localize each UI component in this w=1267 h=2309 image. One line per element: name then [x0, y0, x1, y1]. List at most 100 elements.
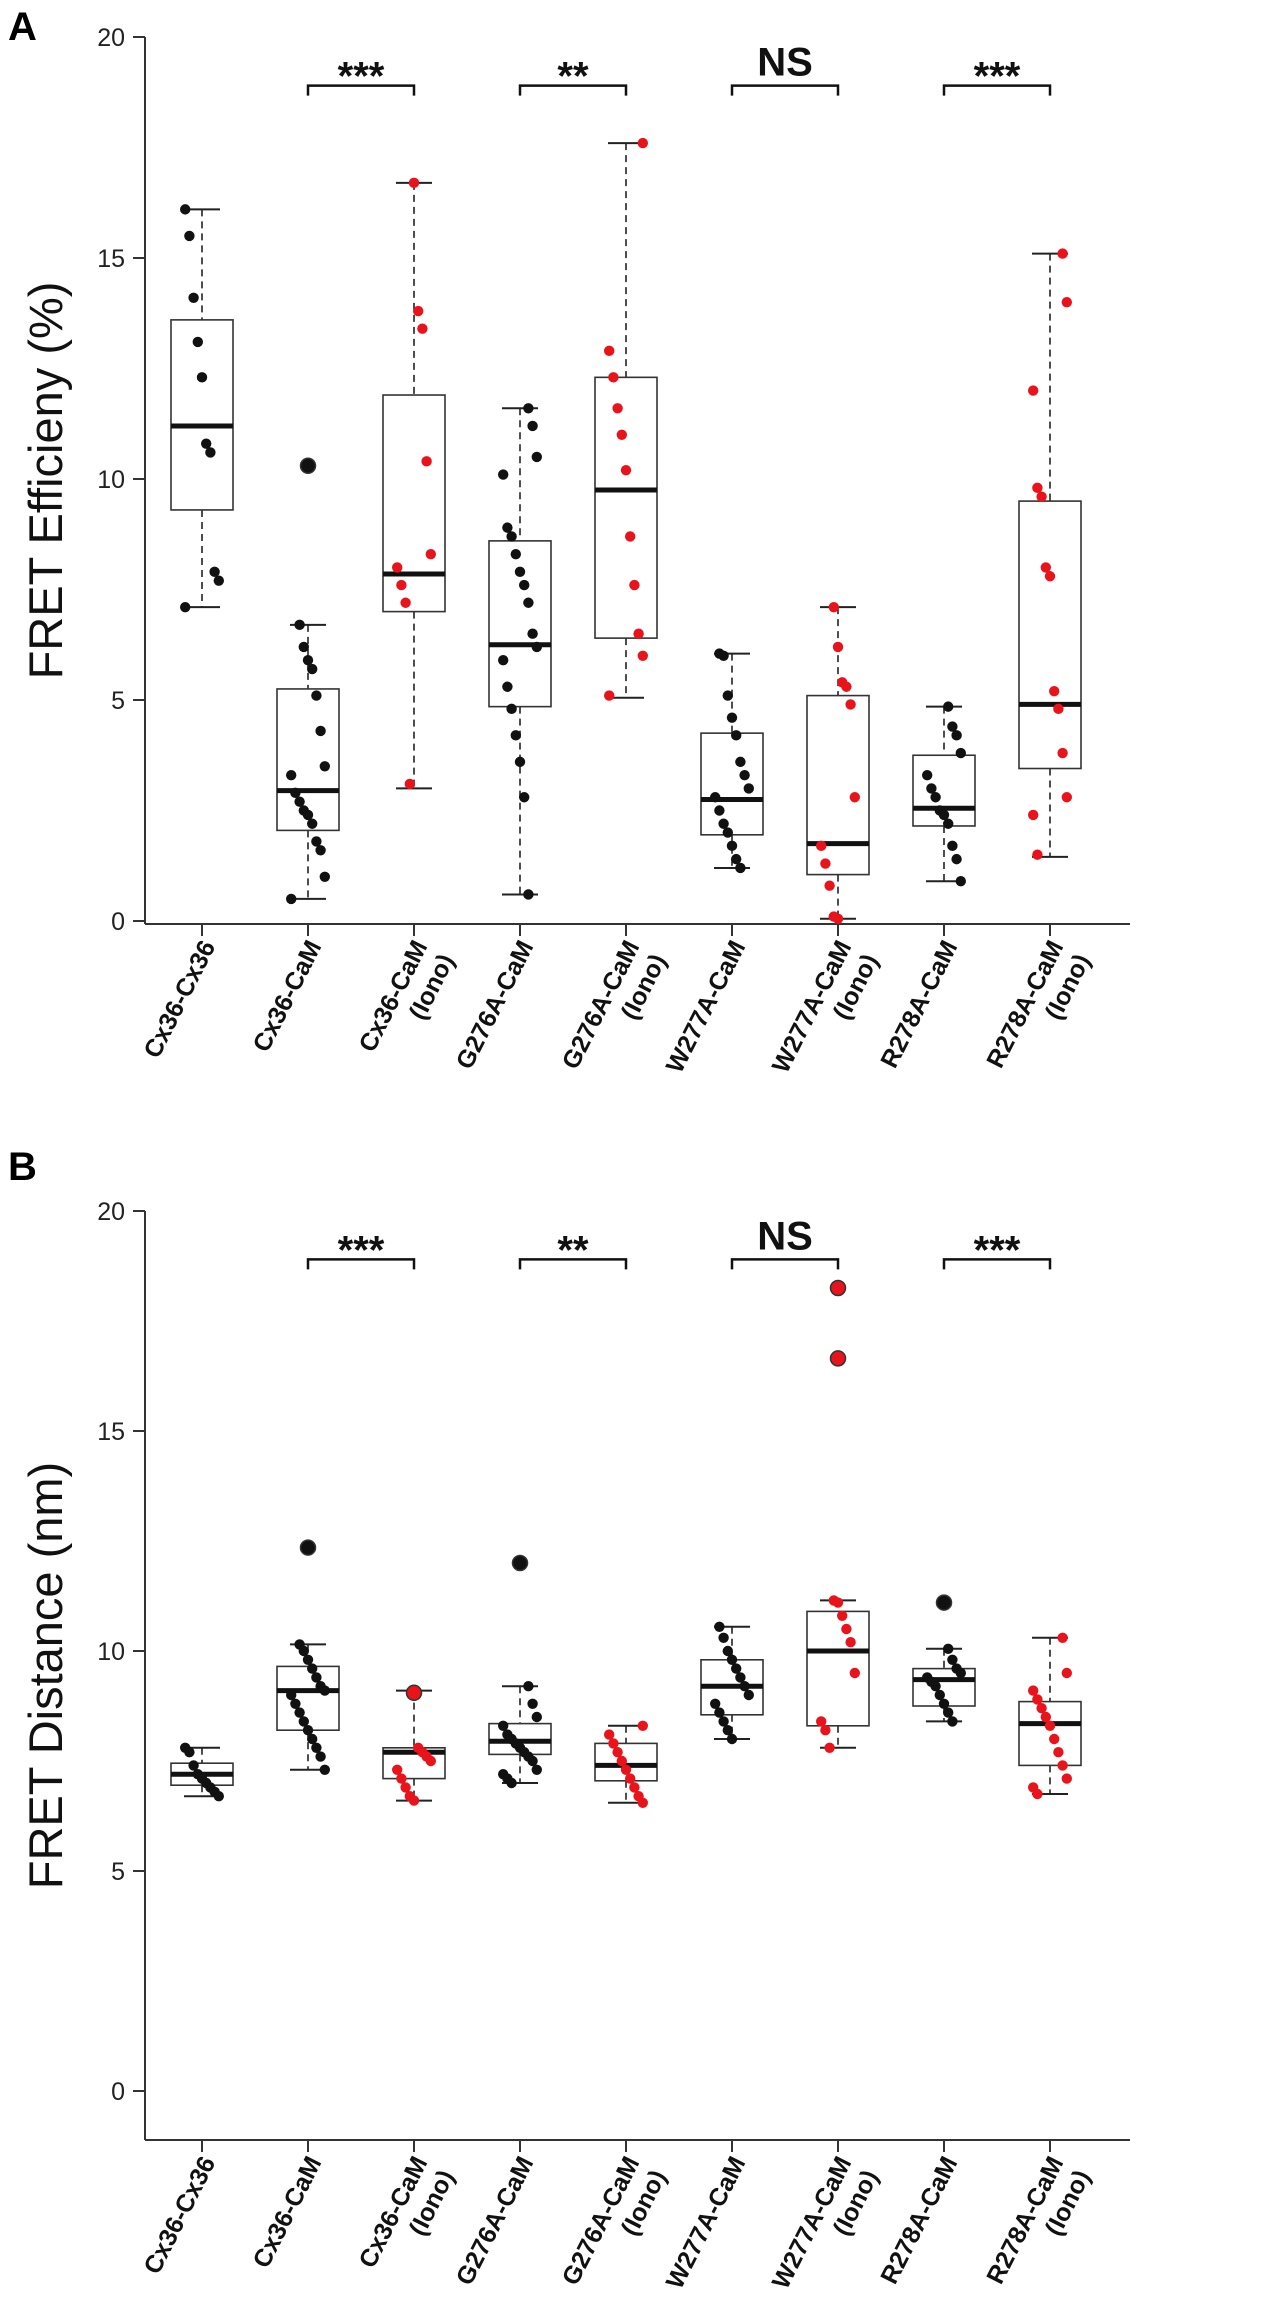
data-point — [943, 1643, 954, 1655]
data-point — [718, 818, 729, 829]
data-point — [625, 1773, 636, 1784]
data-point — [616, 429, 627, 440]
data-point — [502, 522, 513, 533]
box-group — [912, 1594, 976, 1727]
x-tick-label: Cx36-CaM — [248, 2152, 328, 2272]
data-point — [421, 456, 432, 467]
data-point — [1049, 685, 1060, 697]
x-tick-label: W277A-CaM — [661, 2152, 752, 2293]
x-tick-label: R278A-CaM(Iono) — [981, 2152, 1096, 2302]
significance-bracket — [730, 84, 840, 96]
data-point — [425, 548, 436, 560]
data-point — [531, 641, 542, 653]
data-point — [315, 845, 326, 856]
x-tick-label-line: Cx36-CaM — [248, 2152, 328, 2272]
data-point — [739, 769, 750, 781]
data-point — [726, 840, 738, 852]
data-point — [955, 1667, 966, 1679]
data-point — [209, 566, 220, 578]
y-tick-label: 0 — [111, 2078, 125, 2106]
x-tick-label-line: W277A-CaM — [661, 2152, 752, 2293]
significance-bracket — [306, 84, 416, 96]
data-point — [298, 1645, 309, 1657]
outlier-point — [935, 1594, 953, 1611]
data-point — [498, 655, 509, 666]
data-point — [319, 1685, 330, 1696]
data-point — [743, 783, 754, 794]
data-point — [514, 756, 526, 768]
data-point — [400, 1782, 411, 1793]
data-point — [938, 809, 950, 821]
data-point — [714, 805, 725, 816]
data-point — [637, 1797, 648, 1809]
data-point — [298, 641, 309, 653]
data-point — [616, 1755, 627, 1767]
x-tick-label: R278A-CaM(Iono) — [981, 936, 1096, 1086]
data-point — [1061, 1667, 1073, 1679]
data-point — [1061, 297, 1073, 308]
significance-bracket — [518, 84, 628, 96]
data-point — [311, 1742, 322, 1754]
data-point — [629, 579, 640, 591]
data-point — [722, 690, 733, 701]
data-point — [1044, 1720, 1056, 1732]
outlier-point — [299, 1539, 317, 1556]
data-point — [930, 792, 941, 803]
data-point — [620, 464, 632, 476]
data-point — [319, 1764, 330, 1776]
data-point — [718, 1632, 729, 1644]
x-tick-label-line: Cx36-Cx36 — [138, 936, 221, 1063]
data-point — [311, 836, 322, 847]
data-point — [404, 778, 415, 790]
data-point — [527, 1698, 538, 1710]
data-point — [1057, 248, 1068, 259]
data-point — [604, 690, 615, 701]
data-point — [731, 1663, 742, 1674]
data-point — [213, 1791, 224, 1802]
significance-label: NS — [757, 41, 813, 85]
data-point — [1036, 491, 1047, 502]
data-point — [943, 818, 954, 829]
data-point — [188, 292, 199, 303]
data-point — [307, 1663, 318, 1674]
data-point — [506, 703, 517, 715]
data-point — [955, 876, 966, 887]
data-point — [922, 769, 933, 781]
x-tick-label-line: R278A-CaM — [875, 2152, 963, 2289]
data-point — [735, 1672, 746, 1683]
data-point — [417, 323, 428, 334]
data-point — [294, 1707, 305, 1718]
data-point — [943, 701, 954, 712]
data-point — [1032, 1694, 1043, 1705]
y-tick-label: 15 — [97, 1418, 125, 1446]
box-group — [382, 1684, 446, 1806]
data-point — [612, 403, 623, 414]
data-point — [722, 1645, 733, 1657]
data-point — [413, 305, 424, 317]
box-group — [1018, 1632, 1082, 1800]
box-iqr — [382, 394, 446, 613]
data-point — [1057, 1632, 1068, 1644]
data-point — [523, 403, 534, 414]
data-point — [629, 1782, 640, 1793]
box-iqr — [700, 732, 764, 836]
data-point — [620, 1764, 632, 1776]
data-point — [307, 818, 318, 829]
data-point — [1028, 1685, 1039, 1696]
data-point — [841, 1623, 852, 1635]
box-group — [382, 177, 446, 790]
x-tick-label-line: G276A-CaM — [451, 2152, 540, 2290]
data-point — [714, 1707, 725, 1718]
x-tick-label: Cx36-CaM(Iono) — [354, 2152, 461, 2286]
x-tick-label: Cx36-CaM — [248, 936, 328, 1056]
data-point — [722, 1725, 733, 1736]
data-point — [319, 871, 330, 882]
data-point — [531, 1711, 542, 1723]
data-point — [506, 1777, 517, 1789]
data-point — [612, 1747, 623, 1758]
significance-label: ** — [557, 55, 589, 99]
y-tick-label: 0 — [111, 908, 125, 936]
data-point — [1028, 385, 1039, 396]
data-point — [1044, 571, 1056, 582]
data-point — [739, 1681, 750, 1692]
